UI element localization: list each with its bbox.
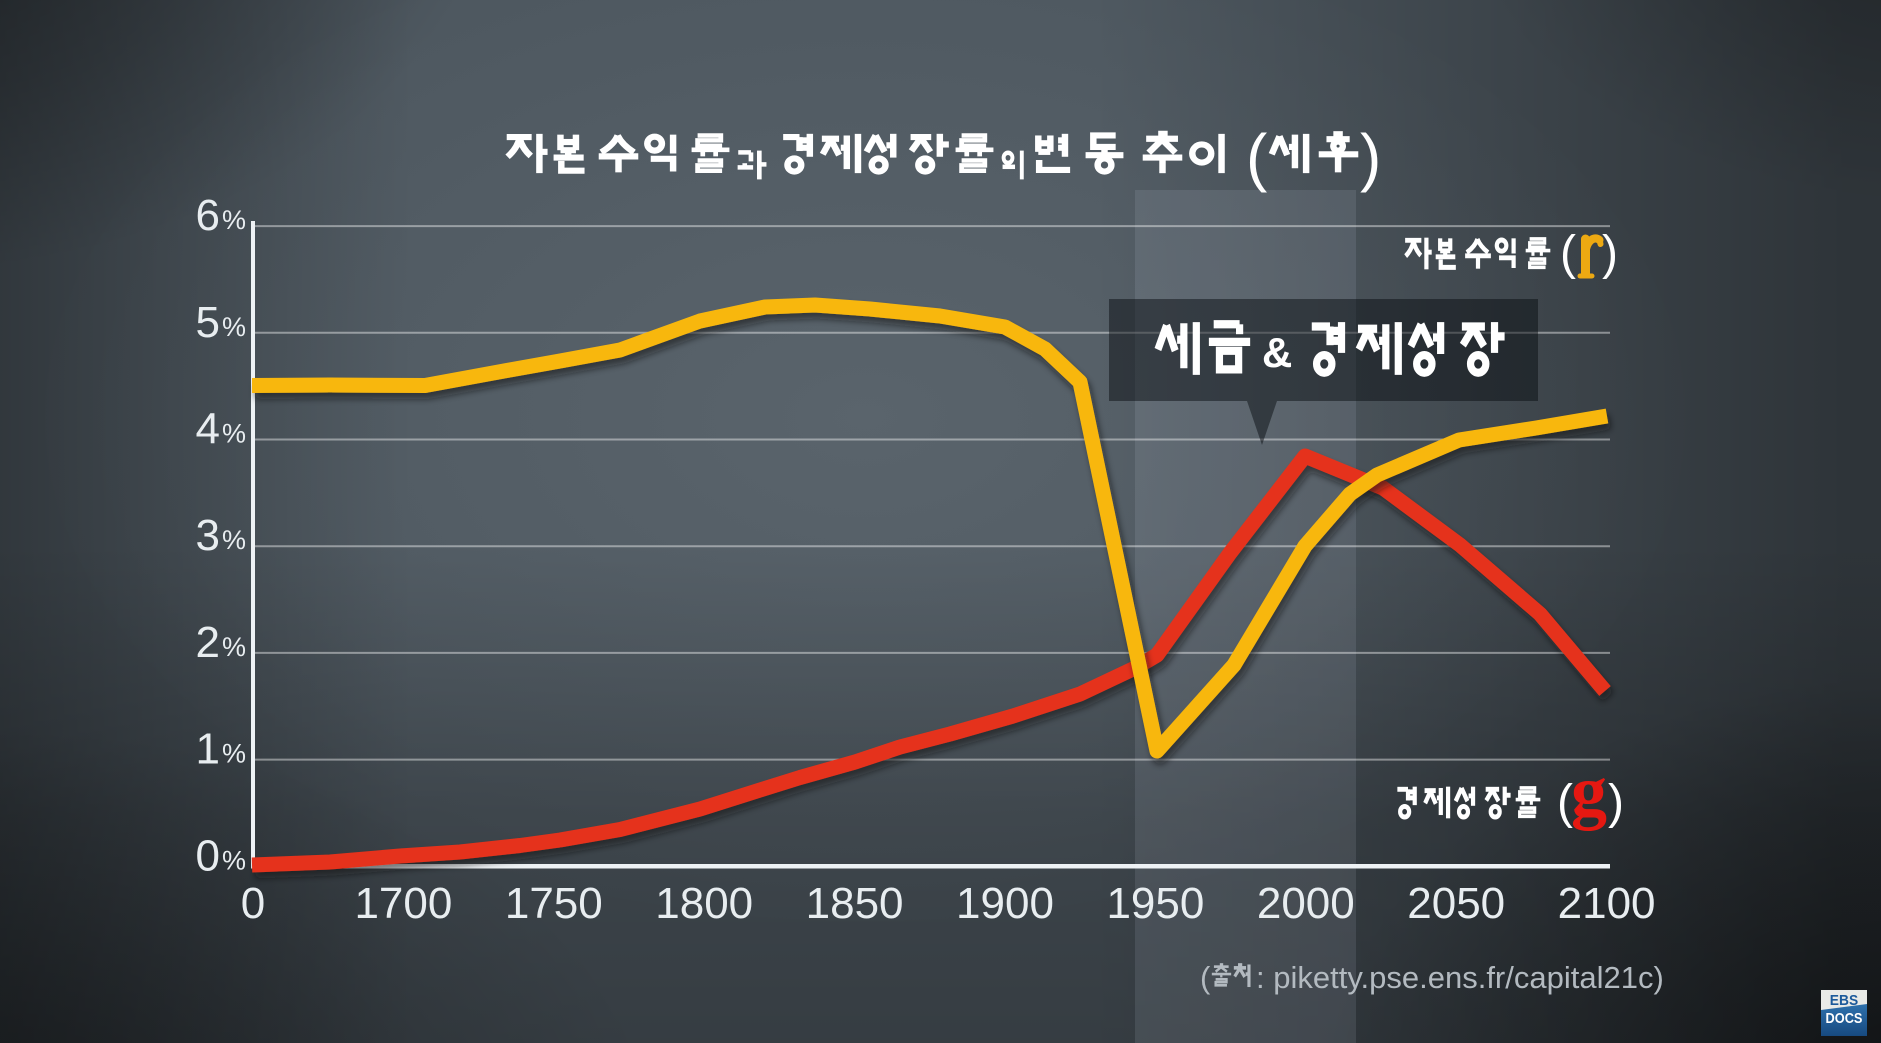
svg-text:5: 5 xyxy=(196,298,220,347)
svg-text:%: % xyxy=(222,205,246,235)
svg-text:g: g xyxy=(1571,751,1607,831)
svg-text:0: 0 xyxy=(196,831,220,880)
svg-text:%: % xyxy=(222,845,246,875)
svg-text:(: ( xyxy=(1246,121,1267,193)
svg-text:4: 4 xyxy=(196,405,220,454)
svg-text:%: % xyxy=(222,525,246,555)
svg-text:0: 0 xyxy=(241,879,265,928)
svg-text:3: 3 xyxy=(196,511,220,560)
svg-text:%: % xyxy=(222,419,246,449)
svg-text:(: ( xyxy=(1560,227,1576,280)
svg-text:1950: 1950 xyxy=(1106,879,1204,928)
svg-text:2100: 2100 xyxy=(1558,879,1656,928)
svg-text:: piketty.pse.ens.fr/capital21: : piketty.pse.ens.fr/capital21c) xyxy=(1256,960,1664,995)
svg-text:1850: 1850 xyxy=(806,879,904,928)
svg-text:2050: 2050 xyxy=(1407,879,1505,928)
svg-text:): ) xyxy=(1608,776,1624,829)
svg-text:2: 2 xyxy=(196,618,220,667)
svg-text:): ) xyxy=(1360,121,1381,193)
svg-text:): ) xyxy=(1602,227,1618,280)
svg-text:(: ( xyxy=(1557,776,1573,829)
svg-text:&: & xyxy=(1262,329,1292,376)
svg-text:6: 6 xyxy=(196,191,220,240)
svg-text:1800: 1800 xyxy=(655,879,753,928)
svg-text:1700: 1700 xyxy=(354,879,452,928)
svg-text:2000: 2000 xyxy=(1257,879,1355,928)
svg-text:%: % xyxy=(222,739,246,769)
svg-text:%: % xyxy=(222,312,246,342)
svg-text:%: % xyxy=(222,632,246,662)
svg-text:1750: 1750 xyxy=(505,879,603,928)
svg-text:(: ( xyxy=(1200,960,1211,995)
svg-text:1: 1 xyxy=(196,725,220,774)
svg-text:1900: 1900 xyxy=(956,879,1054,928)
